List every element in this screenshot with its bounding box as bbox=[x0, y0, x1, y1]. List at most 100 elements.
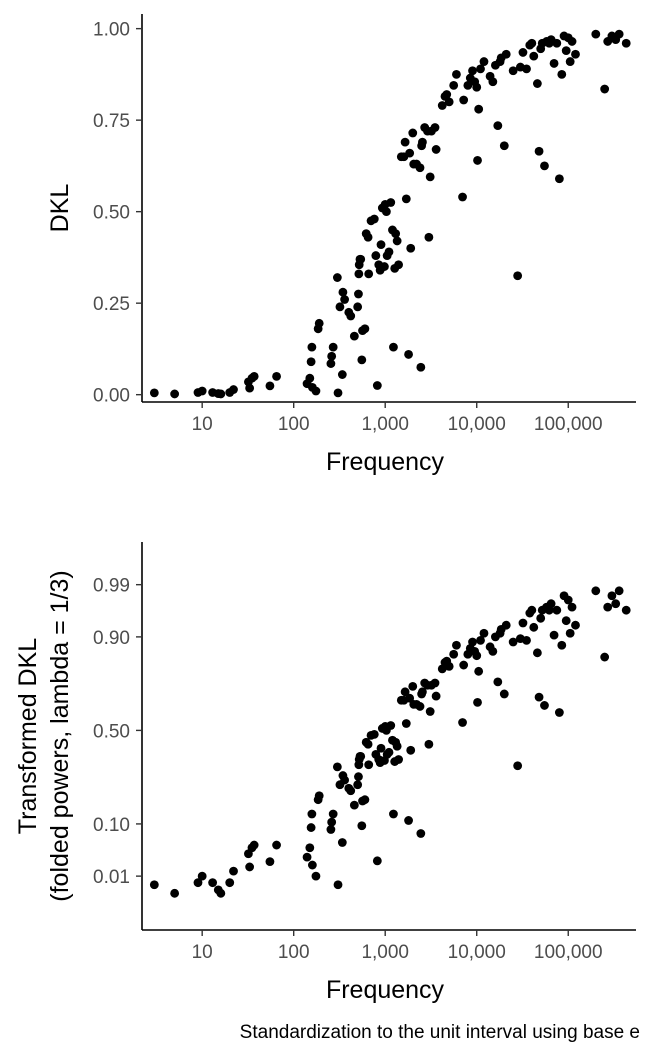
scatter-point bbox=[307, 860, 317, 870]
scatter-point bbox=[229, 866, 238, 876]
scatter-point bbox=[360, 795, 370, 805]
scatter-point bbox=[430, 123, 440, 132]
y-axis-title-line2: (folded powers, lambda = 1/3) bbox=[46, 570, 74, 901]
scatter-point bbox=[265, 857, 275, 867]
scatter-point bbox=[463, 80, 473, 90]
scatter-point bbox=[442, 90, 452, 99]
scatter-point bbox=[357, 821, 367, 831]
x-tick-label: 10,000 bbox=[448, 414, 506, 435]
x-tick-label: 10,000 bbox=[448, 942, 506, 963]
scatter-point bbox=[225, 878, 235, 888]
scatter-point bbox=[532, 648, 542, 658]
scatter-point bbox=[600, 84, 610, 94]
scatter-point bbox=[459, 95, 469, 105]
scatter-point bbox=[518, 618, 528, 628]
scatter-point bbox=[424, 232, 434, 242]
scatter-point bbox=[311, 386, 321, 396]
scatter-point bbox=[332, 762, 342, 772]
scatter-point bbox=[536, 613, 546, 623]
scatter-point bbox=[363, 232, 373, 242]
scatter-point bbox=[473, 697, 482, 707]
scatter-point bbox=[549, 59, 559, 68]
scatter-point bbox=[208, 878, 218, 888]
y-axis-title: Transformed DKL bbox=[14, 638, 42, 834]
scatter-point bbox=[529, 622, 539, 632]
scatter-point bbox=[349, 800, 359, 810]
scatter-point bbox=[340, 295, 350, 304]
scatter-point bbox=[400, 687, 410, 697]
scatter-point bbox=[418, 137, 427, 147]
scatter-point bbox=[552, 38, 562, 48]
y-tick-label: 0.10 bbox=[93, 815, 130, 836]
scatter-point bbox=[474, 104, 484, 114]
scatter-point bbox=[501, 620, 511, 630]
scatter-point bbox=[571, 620, 580, 630]
scatter-point bbox=[614, 586, 624, 596]
scatter-point bbox=[272, 371, 281, 381]
scatter-point bbox=[479, 57, 489, 66]
scatter-point bbox=[415, 702, 425, 711]
scatter-point bbox=[389, 342, 398, 352]
scatter-point bbox=[386, 721, 396, 730]
scatter-point bbox=[600, 652, 610, 662]
scatter-point bbox=[349, 331, 359, 341]
scatter-point bbox=[333, 388, 343, 398]
scatter-point bbox=[614, 29, 624, 39]
scatter-point bbox=[473, 156, 482, 165]
scatter-point bbox=[493, 677, 503, 687]
figure-caption: Standardization to the unit interval usi… bbox=[240, 1022, 640, 1043]
scatter-point bbox=[472, 82, 482, 92]
scatter-point bbox=[458, 718, 467, 727]
y-axis-title: DKL bbox=[46, 184, 74, 233]
scatter-point bbox=[557, 640, 567, 650]
scatter-point bbox=[408, 128, 418, 138]
x-tick-label: 100 bbox=[278, 942, 310, 963]
scatter-point bbox=[306, 823, 316, 832]
scatter-point bbox=[540, 161, 549, 171]
scatter-point bbox=[518, 48, 528, 57]
scatter-point bbox=[522, 635, 531, 645]
scatter-point bbox=[229, 385, 238, 394]
scatter-point bbox=[381, 207, 391, 217]
scatter-point bbox=[249, 840, 259, 850]
scatter-point bbox=[549, 630, 559, 640]
scatter-point bbox=[408, 681, 418, 691]
scatter-point bbox=[430, 678, 440, 688]
scatter-point bbox=[416, 362, 426, 372]
scatter-point bbox=[327, 817, 337, 827]
y-tick-label: 0.00 bbox=[93, 386, 130, 407]
scatter-point bbox=[384, 247, 394, 257]
scatter-point bbox=[364, 760, 374, 770]
scatter-point bbox=[265, 381, 275, 391]
scatter-point bbox=[431, 691, 441, 701]
scatter-point bbox=[391, 229, 401, 239]
x-tick-label: 100 bbox=[278, 414, 310, 435]
scatter-point bbox=[372, 856, 382, 866]
scatter-point bbox=[314, 318, 324, 328]
scatter-point bbox=[401, 719, 411, 728]
scatter-point bbox=[621, 605, 631, 615]
scatter-point bbox=[170, 888, 180, 898]
scatter-point bbox=[476, 635, 485, 645]
scatter-point bbox=[621, 38, 631, 48]
y-tick-label: 0.50 bbox=[93, 721, 130, 742]
scatter-point bbox=[532, 79, 542, 88]
scatter-point bbox=[458, 192, 467, 202]
scatter-point bbox=[527, 605, 537, 615]
scatter-point bbox=[513, 761, 523, 771]
scatter-point bbox=[327, 351, 337, 361]
scatter-point bbox=[384, 747, 394, 757]
scatter-point bbox=[522, 64, 531, 74]
scatter-point bbox=[335, 302, 345, 312]
scatter-point bbox=[249, 371, 259, 381]
scatter-point bbox=[376, 743, 386, 753]
scatter-point bbox=[534, 146, 544, 156]
scatter-point bbox=[479, 628, 489, 638]
scatter-point bbox=[394, 755, 403, 764]
scatter-point bbox=[552, 605, 562, 615]
scatter-point bbox=[425, 172, 435, 182]
scatter-point bbox=[371, 251, 381, 260]
scatter-point bbox=[170, 389, 180, 399]
scatter-point bbox=[499, 141, 509, 151]
